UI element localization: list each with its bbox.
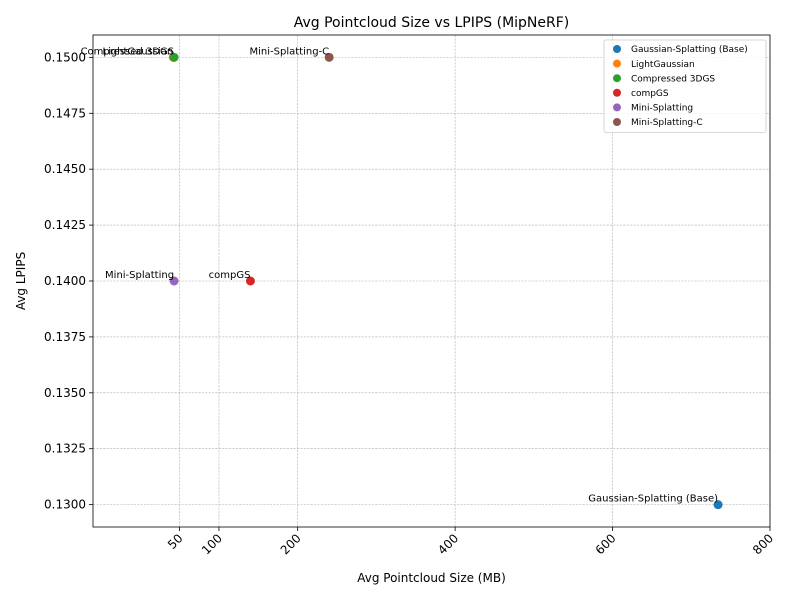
x-axis-title: Avg Pointcloud Size (MB) (357, 571, 506, 585)
y-tick-label: 0.1425 (44, 218, 86, 232)
y-tick-label: 0.1350 (44, 386, 86, 400)
y-tick-label: 0.1475 (44, 106, 86, 120)
legend-box (603, 39, 767, 133)
legend-entry: Mini-Splatting-C (631, 118, 703, 128)
point-label: LightGaussian (102, 46, 173, 57)
legend-entry: Mini-Splatting (631, 104, 693, 114)
y-tick-label: 0.1300 (44, 498, 86, 512)
data-point-compgs (245, 276, 255, 286)
x-axis-ticks: 50 100 200 400 600 800 (165, 527, 776, 557)
legend-marker (613, 45, 621, 53)
point-label: Mini-Splatting (105, 270, 174, 281)
y-tick-label: 0.1325 (44, 442, 86, 456)
data-points (168, 52, 723, 510)
point-label: Compressed 3DGS (81, 46, 175, 57)
data-point-compressed-3dgs (169, 52, 179, 62)
y-axis-title: Avg LPIPS (14, 252, 28, 310)
legend-marker (613, 88, 621, 97)
x-tick-label: 800 (750, 531, 776, 557)
point-label: Mini-Splatting-C (250, 46, 330, 57)
y-tick-label: 0.1450 (44, 162, 86, 176)
y-tick-label: 0.1500 (44, 50, 86, 64)
x-tick-label: 50 (165, 531, 186, 552)
x-tick-label: 200 (278, 531, 304, 557)
chart-title: Avg Pointcloud Size vs LPIPS (MipNeRF) (294, 15, 570, 31)
legend: Gaussian-Splatting (Base) LightGaussian Co… (603, 39, 767, 133)
point-labels: Gaussian-Splatting (Base)LightGaussianCo… (81, 46, 719, 504)
data-point-mini-splatting-c (324, 52, 334, 62)
x-tick-label: 400 (435, 531, 461, 557)
data-point-gaussian-splatting-base (713, 500, 723, 510)
legend-marker (613, 103, 621, 112)
point-label: Gaussian-Splatting (Base) (588, 494, 718, 505)
x-tick-label: 100 (199, 531, 225, 557)
y-axis-ticks: 0.1300 0.1325 0.1350 0.1375 0.1400 0.1425 0.14… (44, 50, 93, 512)
y-tick-label: 0.1400 (44, 274, 86, 288)
data-point-mini-splatting (169, 276, 179, 286)
legend-entry: compGS (631, 89, 669, 99)
legend-entry: Gaussian-Splatting (Base) (631, 45, 748, 55)
legend-marker (613, 118, 621, 126)
point-label: compGS (209, 270, 251, 281)
legend-marker (613, 74, 621, 83)
legend-marker (613, 59, 621, 68)
legend-entry: Compressed 3DGS (631, 74, 715, 84)
x-tick-label: 600 (593, 531, 619, 557)
y-tick-label: 0.1375 (44, 330, 86, 344)
legend-entry: LightGaussian (631, 60, 695, 70)
